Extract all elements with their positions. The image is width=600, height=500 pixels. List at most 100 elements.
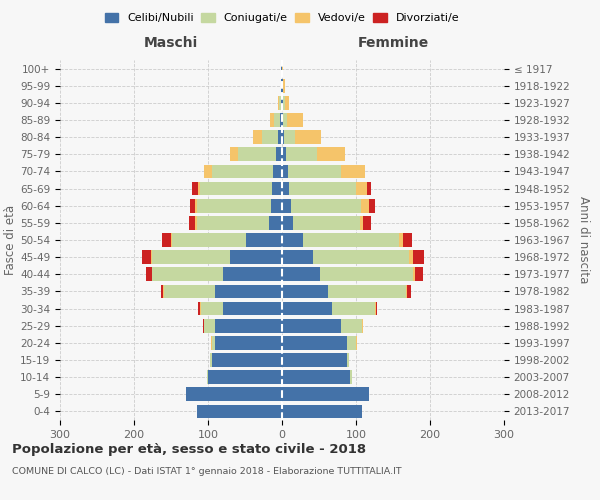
Bar: [295, 130, 321, 144]
Bar: [197, 182, 200, 196]
Bar: [291, 199, 361, 212]
Bar: [283, 96, 285, 110]
Bar: [161, 284, 163, 298]
Bar: [163, 284, 164, 298]
Bar: [406, 284, 407, 298]
Bar: [376, 302, 377, 316]
Bar: [282, 319, 341, 332]
Bar: [375, 302, 376, 316]
Bar: [282, 182, 289, 196]
Bar: [200, 182, 272, 196]
Bar: [367, 182, 371, 196]
Bar: [356, 336, 357, 349]
Bar: [282, 268, 320, 281]
Bar: [282, 113, 283, 127]
Text: Femmine: Femmine: [358, 36, 428, 50]
Bar: [215, 336, 282, 349]
Bar: [281, 79, 282, 92]
Bar: [215, 319, 282, 332]
Bar: [278, 130, 282, 144]
Bar: [282, 336, 347, 349]
Bar: [332, 302, 375, 316]
Bar: [208, 370, 282, 384]
Bar: [283, 79, 285, 92]
Bar: [197, 199, 271, 212]
Bar: [328, 284, 406, 298]
Bar: [364, 216, 371, 230]
Bar: [164, 284, 215, 298]
Bar: [280, 113, 282, 127]
Bar: [320, 268, 413, 281]
Bar: [282, 96, 283, 110]
Bar: [200, 302, 223, 316]
Bar: [194, 216, 197, 230]
Bar: [230, 250, 282, 264]
Bar: [282, 388, 370, 401]
Bar: [350, 370, 352, 384]
Bar: [271, 199, 282, 212]
Bar: [282, 199, 291, 212]
Bar: [356, 182, 367, 196]
Bar: [270, 113, 274, 127]
Bar: [279, 96, 281, 110]
Bar: [360, 216, 364, 230]
Bar: [196, 199, 197, 212]
Bar: [282, 284, 328, 298]
Bar: [212, 164, 273, 178]
Bar: [215, 284, 282, 298]
Bar: [273, 164, 282, 178]
Bar: [368, 199, 374, 212]
Bar: [282, 370, 350, 384]
Bar: [282, 79, 283, 92]
Bar: [223, 268, 282, 281]
Bar: [272, 182, 282, 196]
Bar: [282, 404, 362, 418]
Bar: [413, 250, 424, 264]
Bar: [289, 182, 356, 196]
Bar: [303, 233, 399, 247]
Bar: [204, 319, 215, 332]
Bar: [341, 319, 362, 332]
Bar: [274, 113, 280, 127]
Bar: [362, 319, 364, 332]
Bar: [238, 148, 276, 161]
Bar: [282, 62, 283, 76]
Bar: [415, 268, 422, 281]
Bar: [313, 250, 409, 264]
Bar: [281, 62, 282, 76]
Bar: [190, 199, 196, 212]
Bar: [282, 233, 303, 247]
Bar: [276, 148, 282, 161]
Text: Maschi: Maschi: [144, 36, 198, 50]
Bar: [361, 199, 368, 212]
Bar: [282, 164, 288, 178]
Bar: [247, 233, 282, 247]
Bar: [347, 336, 356, 349]
Bar: [347, 353, 349, 367]
Bar: [399, 233, 403, 247]
Bar: [223, 302, 282, 316]
Bar: [282, 353, 347, 367]
Bar: [403, 233, 412, 247]
Bar: [203, 164, 212, 178]
Bar: [142, 250, 151, 264]
Bar: [172, 233, 247, 247]
Bar: [281, 96, 282, 110]
Bar: [288, 164, 341, 178]
Bar: [211, 336, 212, 349]
Bar: [283, 113, 287, 127]
Bar: [197, 404, 282, 418]
Bar: [317, 148, 345, 161]
Bar: [212, 336, 215, 349]
Bar: [341, 164, 365, 178]
Bar: [413, 268, 415, 281]
Bar: [262, 130, 278, 144]
Bar: [230, 148, 238, 161]
Bar: [152, 268, 223, 281]
Bar: [409, 250, 413, 264]
Bar: [269, 216, 282, 230]
Text: COMUNE DI CALCO (LC) - Dati ISTAT 1° gennaio 2018 - Elaborazione TUTTITALIA.IT: COMUNE DI CALCO (LC) - Dati ISTAT 1° gen…: [12, 468, 401, 476]
Legend: Celibi/Nubili, Coniugati/e, Vedovi/e, Divorziati/e: Celibi/Nubili, Coniugati/e, Vedovi/e, Di…: [100, 8, 464, 28]
Bar: [407, 284, 411, 298]
Bar: [253, 130, 262, 144]
